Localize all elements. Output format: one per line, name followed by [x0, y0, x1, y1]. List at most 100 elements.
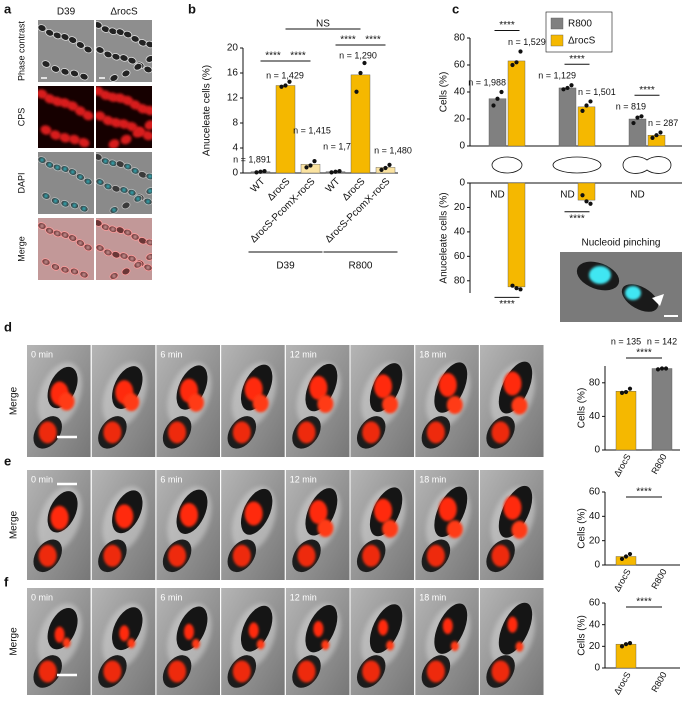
panel-label: a	[4, 1, 12, 16]
cell	[142, 130, 152, 141]
column-header: ΔrocS	[110, 7, 138, 18]
data-point	[627, 640, 633, 646]
data-point	[588, 201, 593, 206]
data-point	[254, 170, 259, 175]
time-frame	[479, 345, 544, 457]
nucleoid-red	[232, 544, 251, 567]
nucleoid	[122, 188, 126, 192]
y-tick-label: 40	[589, 619, 601, 630]
n-label: n = 1,891	[233, 154, 271, 164]
nucleoid-red	[297, 660, 316, 683]
y-tick-label: 0	[594, 560, 600, 571]
nucleoid	[44, 260, 48, 264]
micrograph	[38, 86, 94, 148]
n-label: n = 1,290	[339, 50, 377, 60]
nucleoid	[130, 190, 134, 195]
data-point	[588, 99, 593, 104]
nucleoid-red	[309, 500, 328, 525]
y-axis-label: Cells (%)	[577, 508, 588, 549]
nucleoid	[146, 265, 150, 270]
y-tick-label: 0	[459, 178, 465, 189]
nucleoid-red	[374, 374, 393, 399]
data-point	[308, 163, 313, 168]
time-label: 0 min	[31, 474, 53, 484]
y-tick-label: 80	[454, 275, 466, 286]
data-point	[379, 167, 384, 172]
nucleoid-red	[507, 616, 518, 633]
nucleoid	[136, 196, 140, 201]
data-point	[362, 60, 367, 66]
y-tick-label: 8	[232, 118, 238, 129]
y-axis-label: Cells (%)	[577, 388, 588, 429]
nucleoid-red	[50, 505, 69, 530]
data-point	[569, 83, 574, 88]
cell	[51, 65, 60, 73]
y-tick-label: 40	[589, 411, 601, 422]
comparison-label: ****	[290, 51, 306, 62]
n-label: n = 135	[611, 336, 641, 346]
time-label: 6 min	[160, 349, 182, 359]
bar	[507, 60, 526, 147]
y-tick-label: 0	[459, 141, 465, 152]
cell	[79, 72, 89, 81]
inset-image	[560, 252, 682, 322]
cell	[69, 134, 80, 145]
comparison-label: ****	[499, 299, 515, 310]
nucleoid-red	[503, 495, 522, 520]
data-point	[650, 135, 655, 140]
comparison-label: ****	[636, 348, 652, 359]
nucleoid-red	[38, 544, 57, 567]
nucleoid	[40, 158, 44, 162]
nucleoid-red	[309, 375, 328, 400]
nucleoid	[148, 240, 152, 245]
data-point	[654, 133, 659, 138]
micrograph	[96, 152, 152, 214]
nucleoid	[148, 189, 152, 193]
nucleoid	[125, 230, 130, 235]
time-label: 6 min	[160, 474, 182, 484]
time-label: 12 min	[290, 349, 317, 359]
data-point	[580, 193, 585, 198]
data-point	[383, 165, 388, 171]
data-point	[518, 287, 523, 292]
group-label: R800	[349, 261, 373, 272]
nucleoid-red	[127, 638, 136, 649]
nucleoid-red	[317, 519, 334, 538]
nucleoid	[82, 272, 86, 277]
time-frame	[91, 345, 156, 457]
time-frame	[156, 345, 221, 457]
y-tick-label: 60	[589, 487, 601, 498]
y-tick-label: 40	[454, 87, 466, 98]
n-label: n = 1,480	[374, 145, 412, 155]
time-label: 0 min	[31, 349, 53, 359]
cell	[110, 118, 122, 128]
x-tick-label: ΔrocS	[612, 452, 633, 478]
nucleoid	[133, 169, 137, 173]
y-tick-label: 40	[454, 227, 466, 238]
nucleoid-red	[191, 638, 200, 649]
n-label: n = 142	[647, 336, 677, 346]
nucleoid-red	[426, 544, 445, 567]
value-label: ND	[630, 190, 644, 201]
cell	[75, 41, 85, 49]
data-point	[639, 114, 644, 119]
time-frame	[221, 470, 285, 580]
nucleoid	[55, 231, 60, 236]
cell	[121, 69, 131, 78]
nucleoid-red	[103, 544, 122, 567]
y-axis-label: Cells (%)	[577, 615, 588, 656]
nucleoid-red	[313, 620, 324, 637]
panel-label: d	[4, 319, 12, 334]
nucleoid	[72, 203, 77, 208]
nucleoid	[53, 265, 58, 269]
nucleoid	[44, 194, 48, 198]
bar	[651, 368, 673, 451]
micrograph	[96, 20, 152, 82]
data-point	[518, 49, 523, 54]
y-axis-label: Cells (%)	[439, 72, 450, 113]
data-point	[262, 169, 267, 174]
n-label: n = 819	[616, 102, 646, 112]
y-tick-label: 12	[227, 93, 239, 104]
nucleoid-red	[62, 637, 71, 648]
